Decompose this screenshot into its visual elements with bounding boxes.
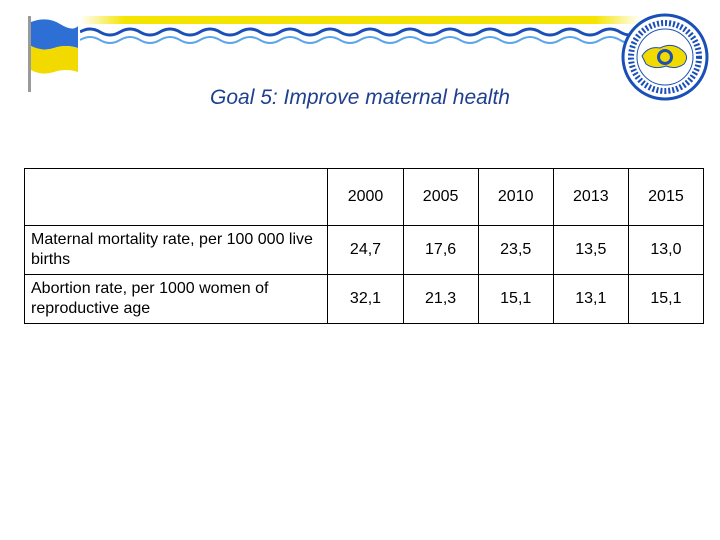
ukraine-flag-icon [28, 16, 78, 92]
table-cell: 21,3 [402, 274, 479, 324]
year-header: 2013 [552, 168, 629, 226]
row-label: Maternal mortality rate, per 100 000 liv… [23, 225, 329, 275]
table-row: Abortion rate, per 1000 women of reprodu… [23, 274, 705, 324]
row-label: Abortion rate, per 1000 women of reprodu… [23, 274, 329, 324]
table-cell: 17,6 [402, 225, 479, 275]
table-header-row: 2000 2005 2010 2013 2015 [23, 168, 705, 226]
table-cell: 15,1 [627, 274, 705, 324]
year-header: 2000 [327, 168, 404, 226]
statistics-seal-icon [621, 13, 709, 101]
corner-cell [23, 168, 329, 226]
maternal-health-table: 2000 2005 2010 2013 2015 Maternal mortal… [23, 168, 705, 324]
table-cell: 13,1 [552, 274, 629, 324]
table-cell: 13,5 [552, 225, 629, 275]
table-cell: 24,7 [327, 225, 404, 275]
year-header: 2015 [627, 168, 705, 226]
table-row: Maternal mortality rate, per 100 000 liv… [23, 225, 705, 275]
table-cell: 13,0 [627, 225, 705, 275]
slide-title: Goal 5: Improve maternal health [210, 86, 510, 109]
table-cell: 32,1 [327, 274, 404, 324]
table-cell: 23,5 [477, 225, 554, 275]
year-header: 2005 [402, 168, 479, 226]
decorative-banner [80, 16, 640, 44]
year-header: 2010 [477, 168, 554, 226]
table-cell: 15,1 [477, 274, 554, 324]
